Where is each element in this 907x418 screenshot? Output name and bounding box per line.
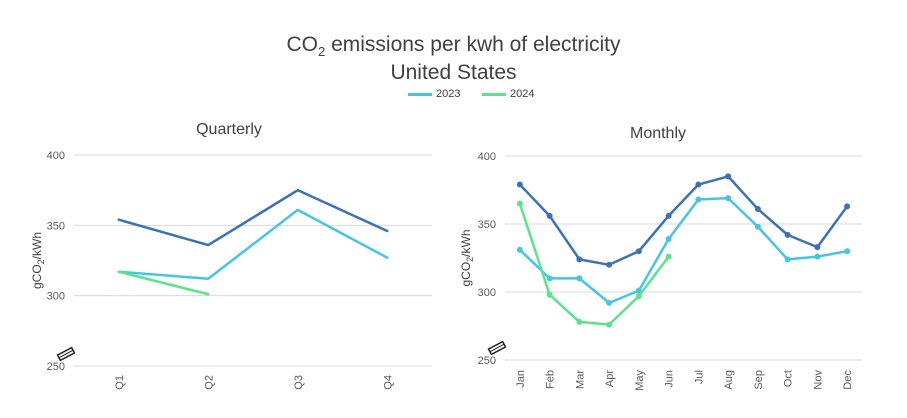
- series-2024-point: [606, 321, 613, 328]
- series-2024-point: [516, 200, 523, 207]
- series-2023-line: [117, 208, 389, 281]
- series-1-point: [814, 244, 821, 251]
- series-2023-point: [754, 223, 761, 230]
- y-tick-label: 350: [47, 220, 65, 232]
- chart-quarterly-title: Quarterly: [196, 121, 262, 138]
- series-1-point: [665, 212, 672, 219]
- axis-break-line: [489, 343, 505, 353]
- x-tick-label: Aug: [723, 370, 735, 390]
- series-1-point: [516, 181, 523, 188]
- y-tick-label: 400: [47, 150, 65, 162]
- series-2023-point: [844, 248, 851, 255]
- y-tick-label: 300: [47, 291, 65, 303]
- y-tick-label: 400: [478, 151, 496, 163]
- x-tick-label: Q2: [203, 375, 215, 390]
- series-2023-point: [665, 235, 672, 242]
- x-tick-label: Oct: [783, 370, 795, 387]
- x-tick-label: Dec: [842, 370, 854, 390]
- x-tick-label: Nov: [812, 370, 824, 390]
- series-2023-point: [576, 275, 583, 282]
- y-tick-label: 350: [478, 219, 496, 231]
- chart-monthly-title: Monthly: [630, 125, 686, 142]
- series-2023-point: [814, 253, 821, 260]
- chart-title-subscript: 2: [318, 44, 326, 60]
- axis-break-icon: [56, 346, 76, 362]
- legend-swatch-2023: [408, 92, 432, 96]
- legend-label-2024: 2024: [510, 88, 535, 100]
- series-1-line: [518, 175, 849, 267]
- series-1-point: [725, 173, 732, 180]
- x-tick-label: Q1: [114, 375, 126, 390]
- series-2024-line: [117, 270, 210, 296]
- chart-title: CO2 emissions per kwh of electricity: [0, 33, 907, 59]
- chart-monthly: Monthly 250 300 350 400 gCO2/kWh Jan Feb Mar Apr M…: [459, 125, 862, 391]
- series-2024-point: [665, 253, 672, 260]
- legend-item-2024: 2024: [482, 88, 534, 100]
- legend-item-2023: 2023: [408, 88, 460, 100]
- axis-break-line: [58, 349, 74, 359]
- x-tick-label: Mar: [574, 370, 586, 389]
- series-1-point: [754, 206, 761, 213]
- axis-break-icon: [487, 340, 507, 356]
- series-1-point: [635, 248, 642, 255]
- chart-quarterly: Quarterly 250 300 350 400 gCO2/kWh Q1 Q2 Q3 Q4: [30, 121, 432, 390]
- legend-label-2023: 2023: [436, 88, 461, 100]
- series-2023-point: [606, 299, 613, 306]
- y-axis-label: gCO2/kWh: [30, 232, 46, 289]
- y-tick-label: 250: [47, 361, 65, 373]
- series-1-point: [546, 212, 553, 219]
- y-tick-label: 300: [478, 287, 496, 299]
- series-1-point: [784, 231, 791, 238]
- x-tick-label: Feb: [545, 370, 557, 389]
- y-tick-label: 250: [478, 355, 496, 367]
- legend-swatch-2024: [482, 92, 506, 96]
- x-tick-label: May: [634, 370, 646, 391]
- series-2023-point: [516, 246, 523, 253]
- chart-legend: 2023 2024: [0, 88, 907, 108]
- series-1-point: [844, 203, 851, 210]
- x-tick-label: Apr: [604, 370, 616, 387]
- series-2023-point: [725, 195, 732, 202]
- series-2023-point: [784, 256, 791, 263]
- series-1-point: [695, 181, 702, 188]
- series-2024-line: [518, 202, 670, 326]
- x-tick-label: Sep: [753, 370, 765, 390]
- series-2024-point: [635, 293, 642, 300]
- series-2024-point: [546, 291, 553, 298]
- x-tick-label: Q4: [382, 375, 394, 390]
- chart-title-prefix: CO: [286, 33, 319, 56]
- series-1-line: [117, 188, 389, 247]
- x-tick-label: Jan: [515, 370, 527, 388]
- x-tick-label: Jul: [693, 370, 705, 384]
- y-axis-label: gCO2/kWh: [459, 229, 475, 286]
- x-tick-label: Jun: [664, 370, 676, 388]
- chart-subtitle: United States: [390, 61, 517, 84]
- series-1-point: [576, 256, 583, 263]
- series-1-point: [606, 261, 613, 268]
- series-2023-point: [695, 196, 702, 203]
- x-tick-label: Q3: [293, 375, 305, 390]
- series-2024-point: [576, 318, 583, 325]
- series-2023-point: [546, 275, 553, 282]
- series-2023-line: [518, 196, 849, 305]
- chart-title-suffix: emissions per kwh of electricity: [325, 33, 621, 56]
